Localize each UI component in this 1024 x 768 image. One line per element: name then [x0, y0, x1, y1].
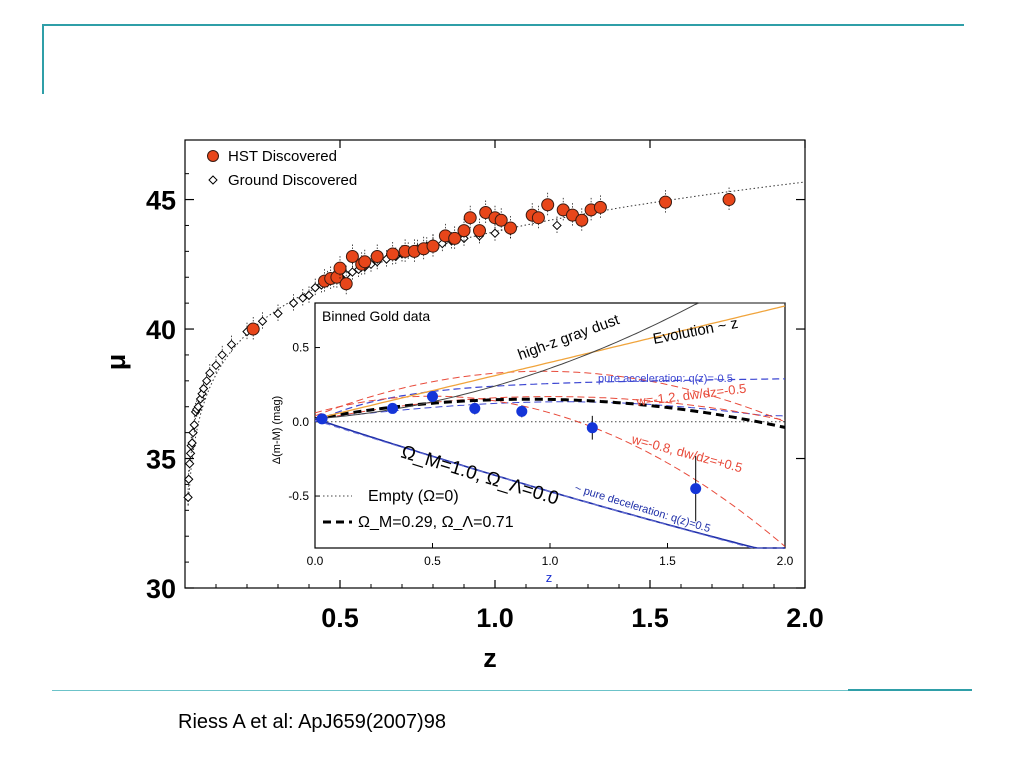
ground-discovered-point [288, 298, 299, 308]
slide-bottom-rule-right [848, 689, 972, 691]
hst-discovered-point [448, 231, 462, 245]
legend-ground-marker [208, 175, 218, 185]
ground-discovered-point [310, 282, 320, 293]
ground-discovered-point [226, 339, 237, 350]
ground-discovered-point [298, 293, 308, 303]
hst-discovered-point [659, 195, 672, 209]
pure-acceleration-flat-curve [314, 378, 786, 423]
binned-gold-point [316, 413, 328, 425]
main-x-tick-label: 2.0 [786, 603, 824, 633]
main-y-axis-label: μ [101, 354, 131, 371]
hst-discovered-point [494, 213, 508, 227]
hst-discovered-point [541, 198, 555, 212]
ground-discovered-point [347, 267, 358, 277]
inset-y-tick-label: 0.0 [292, 415, 309, 429]
ground-discovered-point [304, 290, 314, 301]
hst-discovered-point [386, 247, 400, 261]
ground-discovered-point [205, 368, 215, 378]
w-0.8-curve [314, 395, 786, 547]
legend-empty-label: Empty (Ω=0) [368, 488, 459, 505]
inset-y-axis-label: Δ(m-M) (mag) [271, 396, 283, 464]
main-x-axis-label: z [483, 643, 497, 673]
inset-plot-frame [314, 302, 786, 549]
main-x-tick-label: 1.5 [631, 603, 669, 633]
ground-discovered-point [185, 448, 196, 459]
hst-discovered-point [426, 239, 440, 253]
hst-discovered-point [246, 322, 260, 336]
ground-discovered-point [188, 427, 198, 438]
binned-gold-point [469, 402, 481, 414]
slide-bottom-rule-left [52, 690, 848, 691]
main-y-tick-label: 30 [146, 574, 176, 604]
hst-discovered-point [457, 224, 471, 238]
inset-x-tick-label: 1.5 [659, 554, 676, 568]
inset-x-tick-label: 1.0 [542, 554, 559, 568]
hst-discovered-point [463, 211, 477, 225]
inset-x-tick-label: 2.0 [777, 554, 794, 568]
hst-discovered-point [593, 200, 607, 214]
main-x-tick-label: 1.0 [476, 603, 514, 633]
slide-left-rule [42, 24, 44, 94]
legend-hst-label: HST Discovered [228, 148, 337, 165]
ground-discovered-point [189, 420, 200, 430]
ground-discovered-point [197, 389, 207, 399]
inset-x-axis-label: z [546, 570, 553, 585]
ground-discovered-point [257, 316, 268, 326]
hst-discovered-point [531, 211, 545, 225]
hst-discovered-point [358, 255, 372, 269]
legend-hst-marker [207, 150, 219, 162]
legend-lcdm-label: Ω_M=0.29, Ω_Λ=0.71 [358, 514, 514, 531]
inset-chart: 0.0 0.5 1.0 1.5 2.00.50.0-0.5 high-z gray du… [271, 302, 794, 585]
hst-discovered-point [473, 224, 486, 238]
inset-y-tick-label: 0.5 [292, 341, 309, 355]
ground-discovered-point [201, 376, 212, 386]
pure-deceleration-curve [314, 419, 785, 549]
binned-gold-point [387, 402, 399, 414]
legend-ground-label: Ground Discovered [228, 172, 357, 189]
slide-top-rule [44, 24, 964, 26]
hst-discovered-point [345, 250, 359, 264]
main-y-tick-label: 35 [146, 445, 176, 475]
ground-discovered-point [184, 474, 194, 484]
ground-discovered-point [552, 220, 562, 231]
inset-x-tick-label: 0.0 [307, 554, 324, 568]
inset-title: Binned Gold data [322, 308, 430, 324]
main-x-tick-label: 0.5 [321, 603, 359, 633]
main-y-tick-label: 40 [146, 315, 176, 345]
main-chart: 0.5 1.0 1.5 2.0 30 35 40 45 HST Discovered Groun… [101, 139, 824, 673]
hst-discovered-point [504, 221, 517, 235]
binned-gold-point [427, 391, 438, 403]
hst-discovered-point [575, 213, 589, 227]
hst-discovered-point [722, 193, 736, 207]
binned-gold-point [690, 483, 702, 495]
hst-discovered-point [339, 277, 353, 291]
evolution-curve [314, 305, 786, 420]
main-y-tick-label: 45 [146, 186, 176, 216]
w-1.2-curve [314, 370, 786, 423]
citation-text: Riess A et al: ApJ659(2007)98 [178, 711, 446, 733]
ground-discovered-point [183, 492, 193, 503]
ground-discovered-point [273, 308, 283, 319]
label-pure-acceleration: pure acceleration: q(z)=-0.5 [598, 373, 733, 385]
hst-discovered-point [333, 261, 347, 275]
ground-discovered-point [184, 458, 195, 469]
ground-discovered-point [490, 228, 500, 238]
ground-discovered-point [211, 360, 221, 371]
inset-x-tick-label: 0.5 [424, 554, 441, 568]
binned-gold-point [586, 422, 598, 434]
binned-gold-point [516, 405, 528, 417]
ground-discovered-point [198, 383, 209, 394]
ground-discovered-point [217, 350, 227, 360]
inset-y-tick-label: -0.5 [288, 489, 309, 503]
ground-discovered-point [187, 438, 197, 448]
hst-discovered-point [370, 250, 384, 264]
ground-discovered-point [193, 402, 204, 412]
